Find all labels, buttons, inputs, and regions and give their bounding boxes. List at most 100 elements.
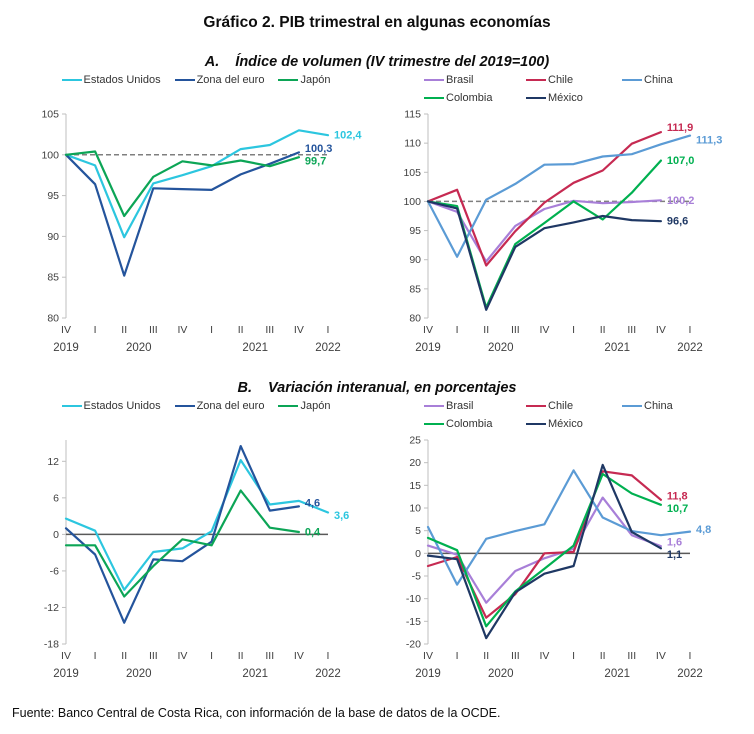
year-label: 2019 xyxy=(53,342,79,354)
chart-variacion-interanual-emergentes: Brasil Chile China Colombia México -20 -15 -10… xyxy=(384,398,732,684)
x-tick-label: IV xyxy=(294,650,304,662)
year-label: 2022 xyxy=(677,668,703,680)
year-label: 2022 xyxy=(315,668,341,680)
y-tick-label: 12 xyxy=(47,456,59,468)
end-label-jap-n: 99,7 xyxy=(305,156,326,168)
y-tick-label: 85 xyxy=(47,272,59,284)
y-tick-label: 115 xyxy=(404,109,421,121)
legend-label: Zona del euro xyxy=(196,74,265,86)
end-label-colombia: 10,7 xyxy=(667,503,688,515)
series-line-zona-del-euro xyxy=(64,445,300,624)
x-tick-label: II xyxy=(121,324,127,336)
x-tick-label: II xyxy=(483,650,489,662)
legend-label: Japón xyxy=(300,400,331,412)
legend-item-chile: Chile xyxy=(526,400,622,412)
x-tick-label: III xyxy=(627,324,636,336)
section-a-title: A. Índice de volumen (IV trimestre del 20… xyxy=(0,54,754,70)
legend-item-m-xico: México xyxy=(526,418,622,430)
x-tick-label: I xyxy=(456,650,459,662)
x-tick-label: III xyxy=(511,324,520,336)
y-tick-label: 25 xyxy=(409,435,421,447)
x-tick-label: III xyxy=(149,324,158,336)
legend-item-china: China xyxy=(622,400,708,412)
y-tick-label: 105 xyxy=(41,109,59,121)
section-b-title: B. Variación interanual, en porcentajes xyxy=(0,380,754,396)
legend-line-swatch xyxy=(61,79,82,81)
series-line-chile xyxy=(426,131,662,267)
series-line-jap-n xyxy=(64,150,300,218)
x-tick-label: IV xyxy=(177,324,187,336)
x-tick-label: IV xyxy=(294,324,304,336)
end-label-estados-unidos: 102,4 xyxy=(334,130,362,142)
x-tick-label: II xyxy=(121,650,127,662)
legend-line-swatch xyxy=(526,405,546,407)
section-a-text: Índice de volumen (IV trimestre del 2019… xyxy=(235,54,550,70)
legend-variacion-interanual-avanzadas: Estados Unidos Zona del euro Japón xyxy=(22,398,370,432)
legend-indice-volumen-avanzadas: Estados Unidos Zona del euro Japón xyxy=(22,72,370,106)
series-line-brasil xyxy=(426,496,662,604)
end-label-china: 4,8 xyxy=(696,524,711,536)
legend-line-swatch xyxy=(424,79,444,81)
chart-indice-volumen-avanzadas: Estados Unidos Zona del euro Japón 80 85 90 9… xyxy=(22,72,370,358)
series-line-china xyxy=(426,469,692,586)
legend-label: Estados Unidos xyxy=(83,400,161,412)
x-tick-label: IV xyxy=(539,324,549,336)
x-tick-label: III xyxy=(265,650,274,662)
x-tick-label: III xyxy=(627,650,636,662)
end-label-colombia: 107,0 xyxy=(667,155,695,167)
x-tick-label: I xyxy=(572,324,575,336)
legend-line-swatch xyxy=(174,79,195,81)
legend-line-swatch xyxy=(61,405,82,407)
legend-line-swatch xyxy=(526,79,546,81)
series-line-m-xico xyxy=(426,463,662,640)
x-tick-label: II xyxy=(238,650,244,662)
x-tick-label: I xyxy=(456,324,459,336)
end-label-estados-unidos: 3,6 xyxy=(334,510,349,522)
legend-item-brasil: Brasil xyxy=(424,74,526,86)
year-label: 2021 xyxy=(604,668,630,680)
y-tick-label: 80 xyxy=(409,313,421,325)
end-label-china: 111,3 xyxy=(696,135,722,147)
y-tick-label: 20 xyxy=(409,457,421,469)
x-tick-label: IV xyxy=(656,324,666,336)
legend-label: China xyxy=(644,400,673,412)
y-tick-label: -5 xyxy=(412,571,421,583)
legend-line-swatch xyxy=(622,405,642,407)
y-tick-label: 10 xyxy=(409,503,421,515)
legend-item-estados-unidos: Estados Unidos xyxy=(61,400,161,412)
legend-label: Colombia xyxy=(446,91,493,104)
end-label-zona-del-euro: 4,6 xyxy=(305,498,320,510)
legend-label: Chile xyxy=(548,74,574,86)
y-tick-label: 110 xyxy=(404,138,421,150)
series-line-jap-n xyxy=(64,489,300,598)
x-tick-label: II xyxy=(238,324,244,336)
year-label: 2021 xyxy=(604,342,630,354)
year-label: 2020 xyxy=(126,668,152,680)
legend-label: Estados Unidos xyxy=(83,74,161,86)
y-tick-label: 6 xyxy=(53,492,59,504)
x-tick-label: III xyxy=(511,650,520,662)
x-tick-label: I xyxy=(210,324,213,336)
y-tick-label: 0 xyxy=(53,529,59,541)
y-tick-label: -10 xyxy=(406,593,421,605)
y-tick-label: -18 xyxy=(44,639,59,651)
section-a-prefix: A. xyxy=(204,54,220,70)
x-tick-label: II xyxy=(600,324,606,336)
legend-item-china: China xyxy=(622,74,708,86)
y-tick-label: 90 xyxy=(409,254,421,266)
section-b-prefix: B. xyxy=(237,380,253,396)
x-tick-label: I xyxy=(327,650,330,662)
chart-indice-volumen-emergentes: Brasil Chile China Colombia México 80 85 90 95 1… xyxy=(384,72,732,358)
end-label-zona-del-euro: 100,3 xyxy=(305,143,333,155)
legend-variacion-interanual-emergentes: Brasil Chile China Colombia México xyxy=(384,398,732,432)
end-label-brasil: 100,2 xyxy=(667,195,695,207)
x-tick-label: I xyxy=(689,324,692,336)
x-tick-label: IV xyxy=(423,650,433,662)
legend-item-zona-del-euro: Zona del euro xyxy=(174,400,264,412)
series-line-colombia xyxy=(426,159,662,309)
year-label: 2019 xyxy=(53,668,79,680)
y-tick-label: 100 xyxy=(403,196,421,208)
y-tick-label: 95 xyxy=(47,190,59,202)
